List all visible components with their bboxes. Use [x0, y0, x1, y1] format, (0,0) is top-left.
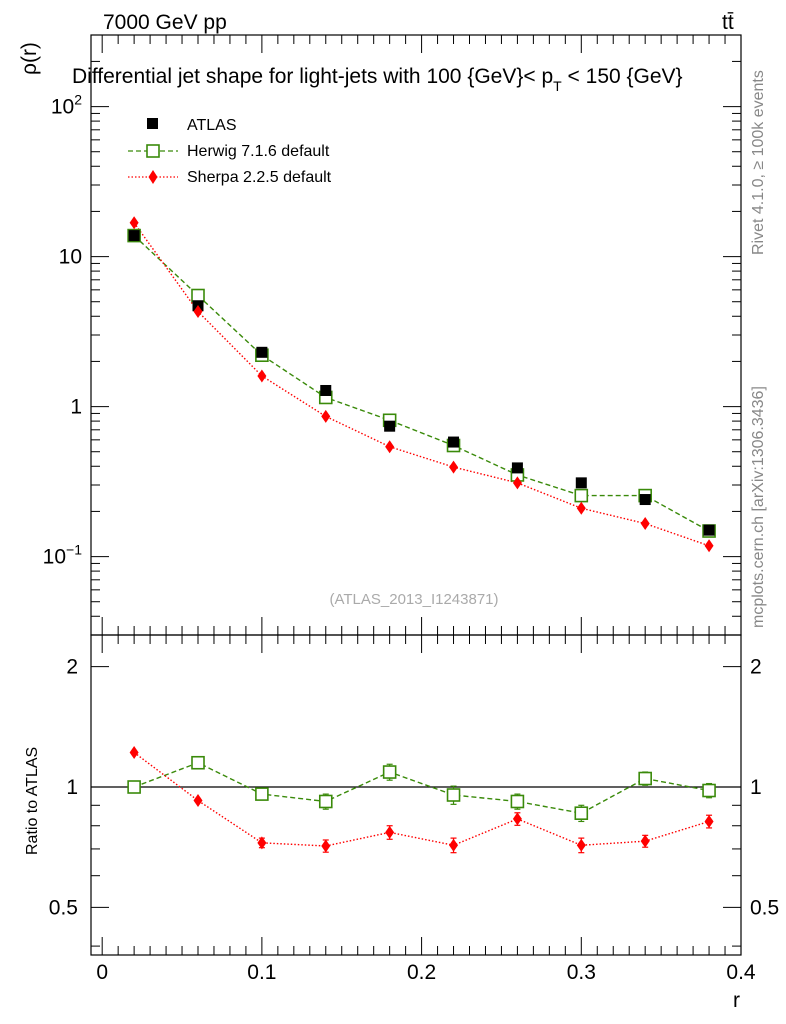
atlas-point: [128, 230, 140, 242]
sherpa-line: [133, 222, 710, 547]
mcplots-side-label: mcplots.cern.ch [arXiv:1306.3436]: [750, 386, 767, 628]
herwig-ratio-point: [574, 806, 589, 820]
ratio-ytick-label: 0.5: [49, 896, 78, 919]
herwig-ratio-line: [133, 761, 710, 814]
chart-title-tail: < 150 {GeV}: [562, 65, 683, 88]
x-tick-label: 0: [96, 961, 108, 984]
ratio-series-group: [127, 745, 716, 854]
x-tick-label: 0.4: [726, 961, 756, 984]
atlas-point: [256, 346, 268, 358]
x-tick-label: 0.2: [407, 961, 436, 984]
herwig-ratio-point: [382, 765, 397, 779]
chart-title-sub: T: [553, 78, 562, 94]
sherpa-point: [449, 460, 459, 474]
x-tick-label: 0.1: [247, 961, 276, 984]
herwig-ratio-point: [446, 788, 461, 802]
x-axis-label: r: [733, 989, 740, 1012]
chart-title: Differential jet shape for light-jets wi…: [72, 65, 683, 94]
herwig-ratio-point: [638, 771, 652, 786]
legend-marker-herwig: [146, 144, 160, 158]
atlas-point: [575, 477, 587, 489]
ratio-axis-ticks: 0.5 0.5 1 1 2 2: [49, 656, 779, 947]
herwig-ratio-point: [702, 783, 716, 798]
ratio-ytick-label: 1: [66, 776, 78, 799]
sherpa-point: [385, 440, 395, 454]
sherpa-ratio-point: [193, 794, 203, 808]
ratio-frame: [90, 634, 742, 956]
main-ytick-label: 10−1: [43, 542, 83, 569]
sherpa-ratio-point: [576, 838, 586, 852]
main-ytick-label: 102: [51, 92, 82, 119]
sherpa-ratio-line: [133, 751, 710, 847]
legend-label-herwig: Herwig 7.1.6 default: [187, 143, 330, 160]
main-ytick-label: 1: [70, 396, 82, 419]
atlas-point: [703, 524, 715, 536]
ratio-ytick-label-right: 1: [750, 776, 762, 799]
ratio-y-label: Ratio to ATLAS: [24, 747, 41, 855]
sherpa-ratio-point: [129, 745, 139, 759]
main-series-group: [127, 216, 716, 553]
process-label: tt̄: [722, 11, 734, 34]
x-axis-ticks: 0 0.1 0.2 0.3 0.4: [96, 35, 756, 984]
herwig-ratio-point: [255, 787, 269, 801]
sherpa-point: [576, 501, 586, 515]
sherpa-point: [257, 369, 267, 383]
energy-label: 7000 GeV pp: [103, 11, 227, 34]
sherpa-ratio-point: [321, 839, 331, 853]
sherpa-point: [704, 539, 714, 553]
legend-label-atlas: ATLAS: [187, 117, 237, 134]
atlas-point: [511, 462, 523, 474]
ratio-ytick-label-right: 2: [750, 656, 762, 679]
sherpa-point: [512, 476, 522, 490]
sherpa-ratio-point: [449, 838, 459, 852]
legend: ATLAS Herwig 7.1.6 default Sherpa 2.2.5 …: [128, 117, 332, 186]
main-ytick-label: 10: [59, 246, 82, 269]
herwig-ratio-point: [318, 794, 333, 809]
sherpa-point: [193, 305, 203, 319]
herwig-ratio-point: [510, 794, 525, 809]
atlas-point: [448, 436, 460, 448]
herwig-point: [191, 288, 205, 303]
ratio-ytick-label-right: 0.5: [750, 896, 779, 919]
sherpa-ratio-point: [257, 836, 267, 850]
sherpa-point: [321, 409, 331, 423]
sherpa-ratio-point: [385, 825, 395, 839]
analysis-watermark: (ATLAS_2013_I1243871): [329, 591, 498, 608]
chart-title-main: Differential jet shape for light-jets wi…: [72, 65, 553, 88]
main-y-label: ρ(r): [18, 42, 41, 75]
sherpa-ratio-point: [512, 812, 522, 826]
atlas-point: [384, 420, 396, 432]
rivet-side-label: Rivet 4.1.0, ≥ 100k events: [750, 70, 767, 255]
atlas-point: [639, 494, 651, 506]
herwig-ratio-point: [191, 755, 205, 770]
herwig-line: [133, 235, 710, 532]
legend-marker-atlas: [147, 118, 158, 129]
sherpa-ratio-point: [640, 834, 650, 848]
ratio-ytick-label: 2: [66, 656, 78, 679]
x-tick-label: 0.3: [567, 961, 596, 984]
herwig-point: [574, 488, 589, 503]
sherpa-point: [640, 517, 650, 531]
sherpa-ratio-point: [704, 814, 714, 828]
legend-marker-sherpa: [148, 170, 158, 184]
legend-label-sherpa: Sherpa 2.2.5 default: [187, 169, 332, 186]
sherpa-point: [129, 216, 139, 230]
atlas-point: [320, 384, 332, 396]
main-axis-ticks: 10−1 1 10 102: [43, 34, 741, 636]
herwig-ratio-point: [127, 780, 141, 794]
